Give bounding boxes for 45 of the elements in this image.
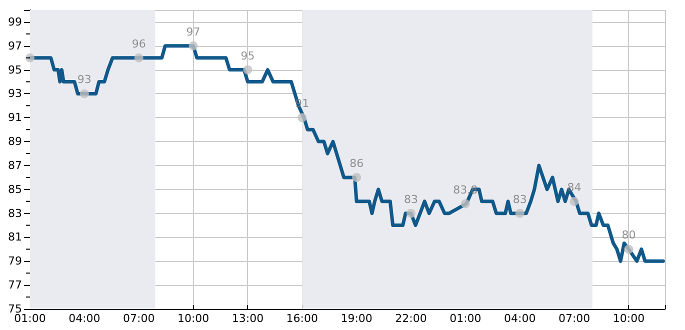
x-tick-label: 07:00: [558, 312, 590, 325]
x-tick-label: 04:00: [504, 312, 536, 325]
y-tick-label: 89: [8, 135, 22, 148]
point: [26, 53, 34, 62]
point: [188, 41, 198, 50]
x-tick-label: 07:00: [123, 312, 155, 325]
point: [460, 199, 470, 208]
data-label: 97: [186, 25, 200, 38]
y-tick-label: 87: [8, 158, 22, 172]
point: [352, 172, 362, 182]
point: [243, 65, 252, 74]
y-tick-label: 79: [8, 254, 22, 268]
point: [515, 208, 524, 218]
point: [570, 196, 579, 206]
x-tick-label: 10:00: [177, 312, 210, 325]
data-label: 83: [512, 192, 527, 206]
point: [298, 113, 307, 122]
data-label: 95: [240, 49, 255, 62]
point: [406, 208, 416, 218]
data-label: 83: [404, 192, 418, 206]
data-label: 86: [350, 156, 364, 170]
x-tick-label: 10:00: [612, 312, 645, 325]
y-tick-label: 99: [8, 15, 22, 28]
y-tick-label: 93: [8, 87, 22, 100]
y-tick-label: 91: [8, 111, 22, 124]
x-tick-label: 13:00: [232, 312, 264, 325]
x-tick-label: 01:00: [450, 312, 482, 325]
y-tick-label: 97: [8, 39, 22, 52]
y-tick-label: 83: [8, 206, 22, 220]
point: [80, 89, 89, 98]
y-tick-label: 81: [8, 230, 22, 244]
data-label: 80: [622, 228, 636, 242]
data-label: 93: [77, 73, 92, 86]
data-label: 96: [132, 37, 146, 50]
data-label: 84: [567, 180, 582, 194]
x-tick-label: 04:00: [68, 312, 100, 325]
x-tick-label: 22:00: [395, 312, 427, 325]
point: [134, 53, 144, 62]
x-tick-label: 16:00: [286, 312, 318, 325]
x-tick-label: 19:00: [340, 312, 372, 325]
x-tick-label: 01:00: [14, 312, 46, 325]
y-tick-label: 95: [8, 63, 22, 76]
y-tick-label: 77: [8, 278, 22, 292]
point: [624, 244, 634, 254]
y-tick-label: 85: [8, 182, 22, 196]
